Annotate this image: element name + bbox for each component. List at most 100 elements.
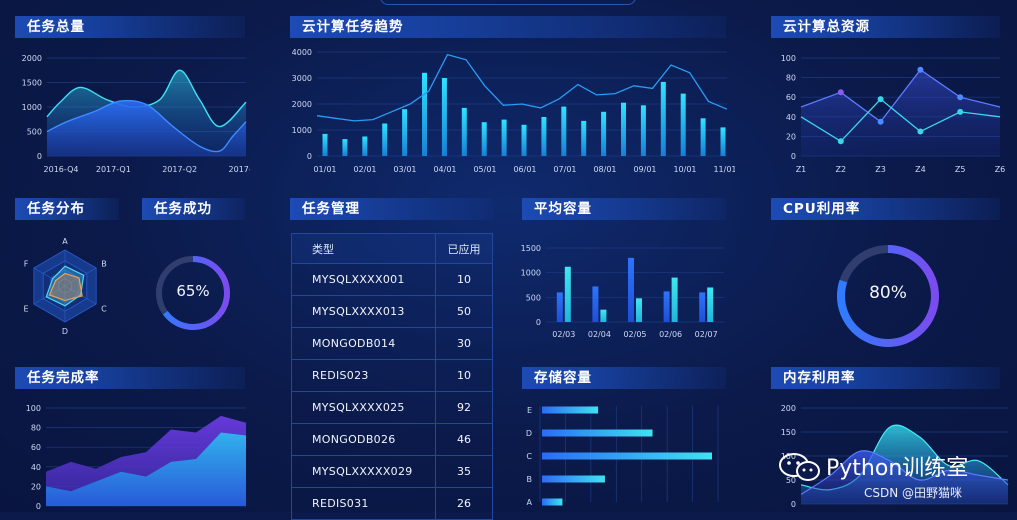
data-point	[837, 89, 844, 96]
y-tick-label: 20	[786, 132, 796, 141]
y-tick-label: 100	[781, 54, 796, 63]
x-tick-label: 03/01	[393, 165, 416, 174]
y-tick-label: 2000	[292, 100, 312, 109]
bar	[542, 498, 563, 506]
gauge-task-success	[156, 256, 230, 330]
trend-line	[316, 53, 728, 122]
x-tick-label: 09/01	[633, 165, 656, 174]
series-line	[46, 99, 247, 153]
bar	[600, 309, 607, 322]
table-cell-applied: 46	[435, 423, 493, 456]
radar-axis-label: B	[101, 260, 107, 269]
chart-avg-capacity: 0 500 1000 1500 02/03 02/04 02/05 02/06 02/07	[521, 244, 724, 339]
table-row[interactable]: REDIS031 26	[291, 487, 493, 520]
chart-task-completion: 0 20 40 60 80 100	[26, 404, 246, 511]
table-header-applied: 已应用	[435, 233, 493, 264]
panel-title-storage-capacity: 存储容量	[522, 367, 726, 389]
x-tick-label: 04/01	[433, 165, 456, 174]
y-tick-label: 1500	[22, 79, 42, 88]
table-row[interactable]: MONGODB014 30	[291, 327, 493, 360]
y-tick-label: E	[527, 406, 532, 415]
chart-task-distribution: A B C D E F	[23, 237, 107, 336]
bar	[700, 118, 706, 156]
y-tick-label: 500	[526, 293, 541, 302]
y-tick-label: 0	[536, 318, 541, 327]
table-row[interactable]: MYSQLXXXX001 10	[291, 263, 493, 296]
table-row[interactable]: MYSQLXXXX025 92	[291, 391, 493, 424]
table-row[interactable]: MONGODB026 46	[291, 423, 493, 456]
panel-title-cloud-resources: 云计算总资源	[771, 16, 1000, 38]
cpu-usage-value: 80%	[869, 283, 907, 303]
y-tick-label: 0	[307, 152, 312, 161]
y-tick-label: 60	[786, 93, 796, 102]
table-cell-type: REDIS023	[291, 359, 436, 392]
y-tick-label: 50	[786, 476, 796, 485]
y-tick-label: 150	[781, 428, 796, 437]
y-tick-label: 0	[36, 502, 41, 511]
bar	[699, 292, 706, 322]
x-tick-label: Z1	[796, 165, 807, 174]
radar-axis-label: C	[101, 305, 107, 314]
x-tick-label: Z3	[875, 165, 886, 174]
data-point	[877, 96, 884, 103]
panel-title-avg-capacity: 平均容量	[522, 198, 726, 220]
bar	[707, 287, 714, 322]
table-cell-applied: 10	[435, 263, 493, 296]
x-tick-label: 02/03	[552, 330, 575, 339]
bar	[592, 286, 599, 322]
bar	[461, 107, 467, 156]
x-tick-label: 2016-Q4	[44, 165, 79, 174]
bar	[362, 136, 368, 156]
table-row[interactable]: REDIS023 10	[291, 359, 493, 392]
y-tick-label: 200	[781, 404, 796, 413]
panel-title-task-management: 任务管理	[290, 198, 493, 220]
y-tick-label: 1000	[22, 103, 42, 112]
y-tick-label: C	[526, 452, 532, 461]
radar-axis-label: E	[23, 305, 28, 314]
table-header-row: 类型 已应用	[291, 233, 493, 264]
radar-series	[48, 272, 83, 302]
table-row[interactable]: MYSQLXXXX013 50	[291, 295, 493, 328]
data-point	[917, 66, 924, 73]
radar-axis	[64, 267, 97, 287]
bar	[422, 72, 427, 156]
bar	[542, 406, 599, 414]
panel-title-memory-usage: 内存利用率	[771, 367, 1000, 389]
y-tick-label: 4000	[292, 48, 312, 57]
table-cell-type: REDIS031	[291, 487, 436, 520]
bar	[663, 291, 670, 322]
series-area	[46, 432, 246, 506]
series-area	[47, 100, 246, 156]
x-tick-label: 01/01	[313, 165, 336, 174]
table-cell-applied: 10	[435, 359, 493, 392]
x-tick-label: 02/05	[623, 330, 646, 339]
x-tick-label: 2017-Q1	[96, 165, 131, 174]
radar-axis-label: D	[62, 327, 68, 336]
chart-storage-capacity: A B C D E	[526, 406, 719, 507]
bar	[441, 78, 447, 156]
watermark: Python训练室 CSDN @田野猫咪	[778, 452, 1013, 508]
panel-title-task-distribution: 任务分布	[15, 198, 119, 220]
gauge-fill	[156, 256, 230, 330]
header-decoration	[380, 0, 636, 5]
x-tick-label: 07/01	[553, 165, 576, 174]
task-success-value: 65%	[176, 282, 210, 300]
table-row[interactable]: MYSQLXXXXX029 35	[291, 455, 493, 488]
x-tick-label: 11/01	[713, 165, 735, 174]
task-management-table: 类型 已应用 MYSQLXXXX001 10 MYSQLXXXX013 50 MON…	[291, 233, 493, 520]
y-tick-label: 3000	[292, 74, 312, 83]
bar	[628, 257, 634, 322]
x-tick-label: Z2	[836, 165, 847, 174]
x-tick-label: 08/01	[593, 165, 616, 174]
bar	[601, 111, 607, 156]
y-tick-label: 80	[786, 74, 796, 83]
y-tick-label: 100	[781, 452, 796, 461]
table-header-type: 类型	[291, 233, 436, 264]
x-tick-label: 06/01	[513, 165, 536, 174]
x-tick-label: 10/01	[673, 165, 696, 174]
data-point	[917, 128, 924, 135]
table-cell-type: MONGODB014	[291, 327, 436, 360]
x-tick-label: Z4	[915, 165, 926, 174]
panel-title-cpu-usage: CPU利用率	[771, 198, 1000, 220]
y-tick-label: 0	[37, 152, 42, 161]
